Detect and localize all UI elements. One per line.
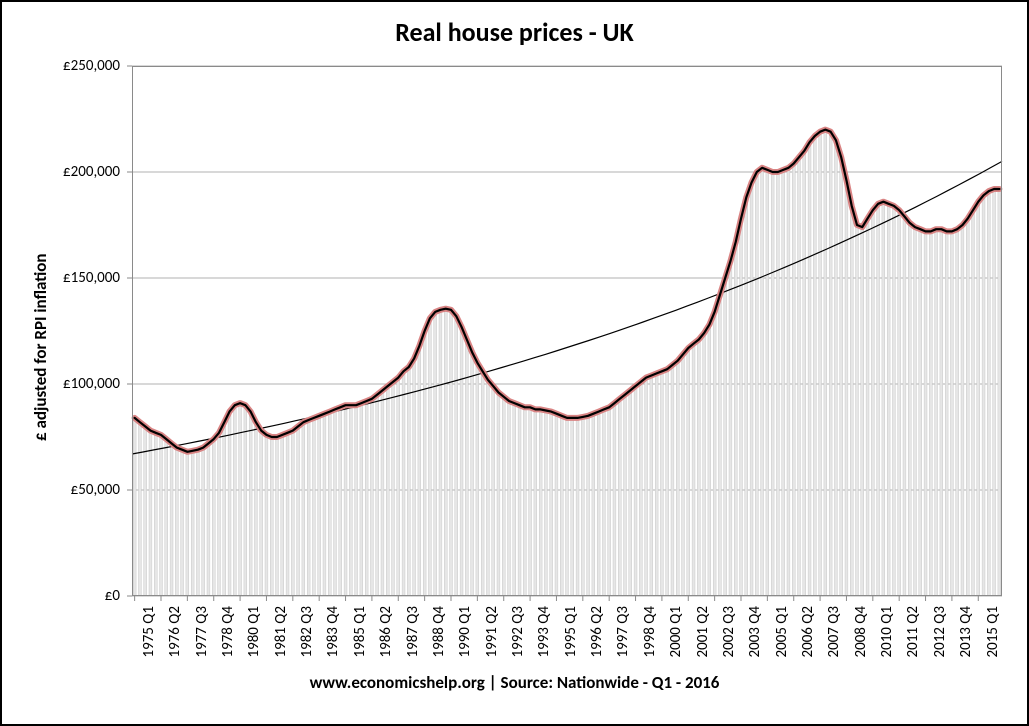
y-tick-label: £50,000: [2, 481, 120, 499]
x-tick-label: 1975 Q1: [140, 606, 158, 658]
x-tick-label: 2007 Q3: [825, 606, 843, 658]
x-tick-label: 2013 Q4: [957, 606, 975, 658]
x-tick-label: 2005 Q1: [773, 606, 791, 658]
x-tick-label: 2015 Q1: [984, 606, 1002, 658]
x-tick-label: 2003 Q4: [746, 606, 764, 658]
x-tick-label: 2011 Q2: [904, 606, 922, 658]
x-tick-label: 1996 Q2: [588, 606, 606, 658]
y-tick-label: £250,000: [2, 57, 120, 75]
x-tick-label: 1997 Q3: [614, 606, 632, 658]
x-tick-label: 1995 Q1: [562, 606, 580, 658]
x-tick-label: 2000 Q1: [667, 606, 685, 658]
x-tick-label: 1982 Q3: [298, 606, 316, 658]
x-tick-label: 1992 Q3: [509, 606, 527, 658]
x-tick-label: 2012 Q3: [931, 606, 949, 658]
x-tick-label: 2010 Q1: [878, 606, 896, 658]
x-tick-label: 1985 Q1: [351, 606, 369, 658]
x-tick-label: 2001 Q2: [694, 606, 712, 658]
y-tick-label: £150,000: [2, 269, 120, 287]
y-tick-label: £200,000: [2, 163, 120, 181]
x-tick-label: 1976 Q2: [166, 606, 184, 658]
x-tick-label: 1986 Q2: [377, 606, 395, 658]
chart-footer-source: www.economicshelp.org | Source: Nationwi…: [2, 672, 1027, 693]
x-tick-label: 1977 Q3: [193, 606, 211, 658]
x-tick-label: 2008 Q4: [852, 606, 870, 658]
x-tick-label: 1990 Q1: [456, 606, 474, 658]
x-tick-label: 1978 Q4: [219, 606, 237, 658]
x-tick-label: 1993 Q4: [535, 606, 553, 658]
x-tick-label: 1998 Q4: [641, 606, 659, 658]
x-tick-label: 2002 Q3: [720, 606, 738, 658]
y-tick-label: £0: [2, 587, 120, 605]
chart-frame: { "title": "Real house prices - UK", "ti…: [0, 0, 1029, 726]
x-tick-label: 1981 Q2: [272, 606, 290, 658]
y-tick-label: £100,000: [2, 375, 120, 393]
x-tick-label: 1988 Q4: [430, 606, 448, 658]
chart-plot-area: [132, 66, 1002, 596]
chart-title: Real house prices - UK: [2, 16, 1027, 48]
x-tick-label: 1991 Q2: [483, 606, 501, 658]
x-tick-label: 1980 Q1: [245, 606, 263, 658]
x-tick-label: 1987 Q3: [404, 606, 422, 658]
x-tick-label: 1983 Q4: [324, 606, 342, 658]
x-tick-label: 2006 Q2: [799, 606, 817, 658]
